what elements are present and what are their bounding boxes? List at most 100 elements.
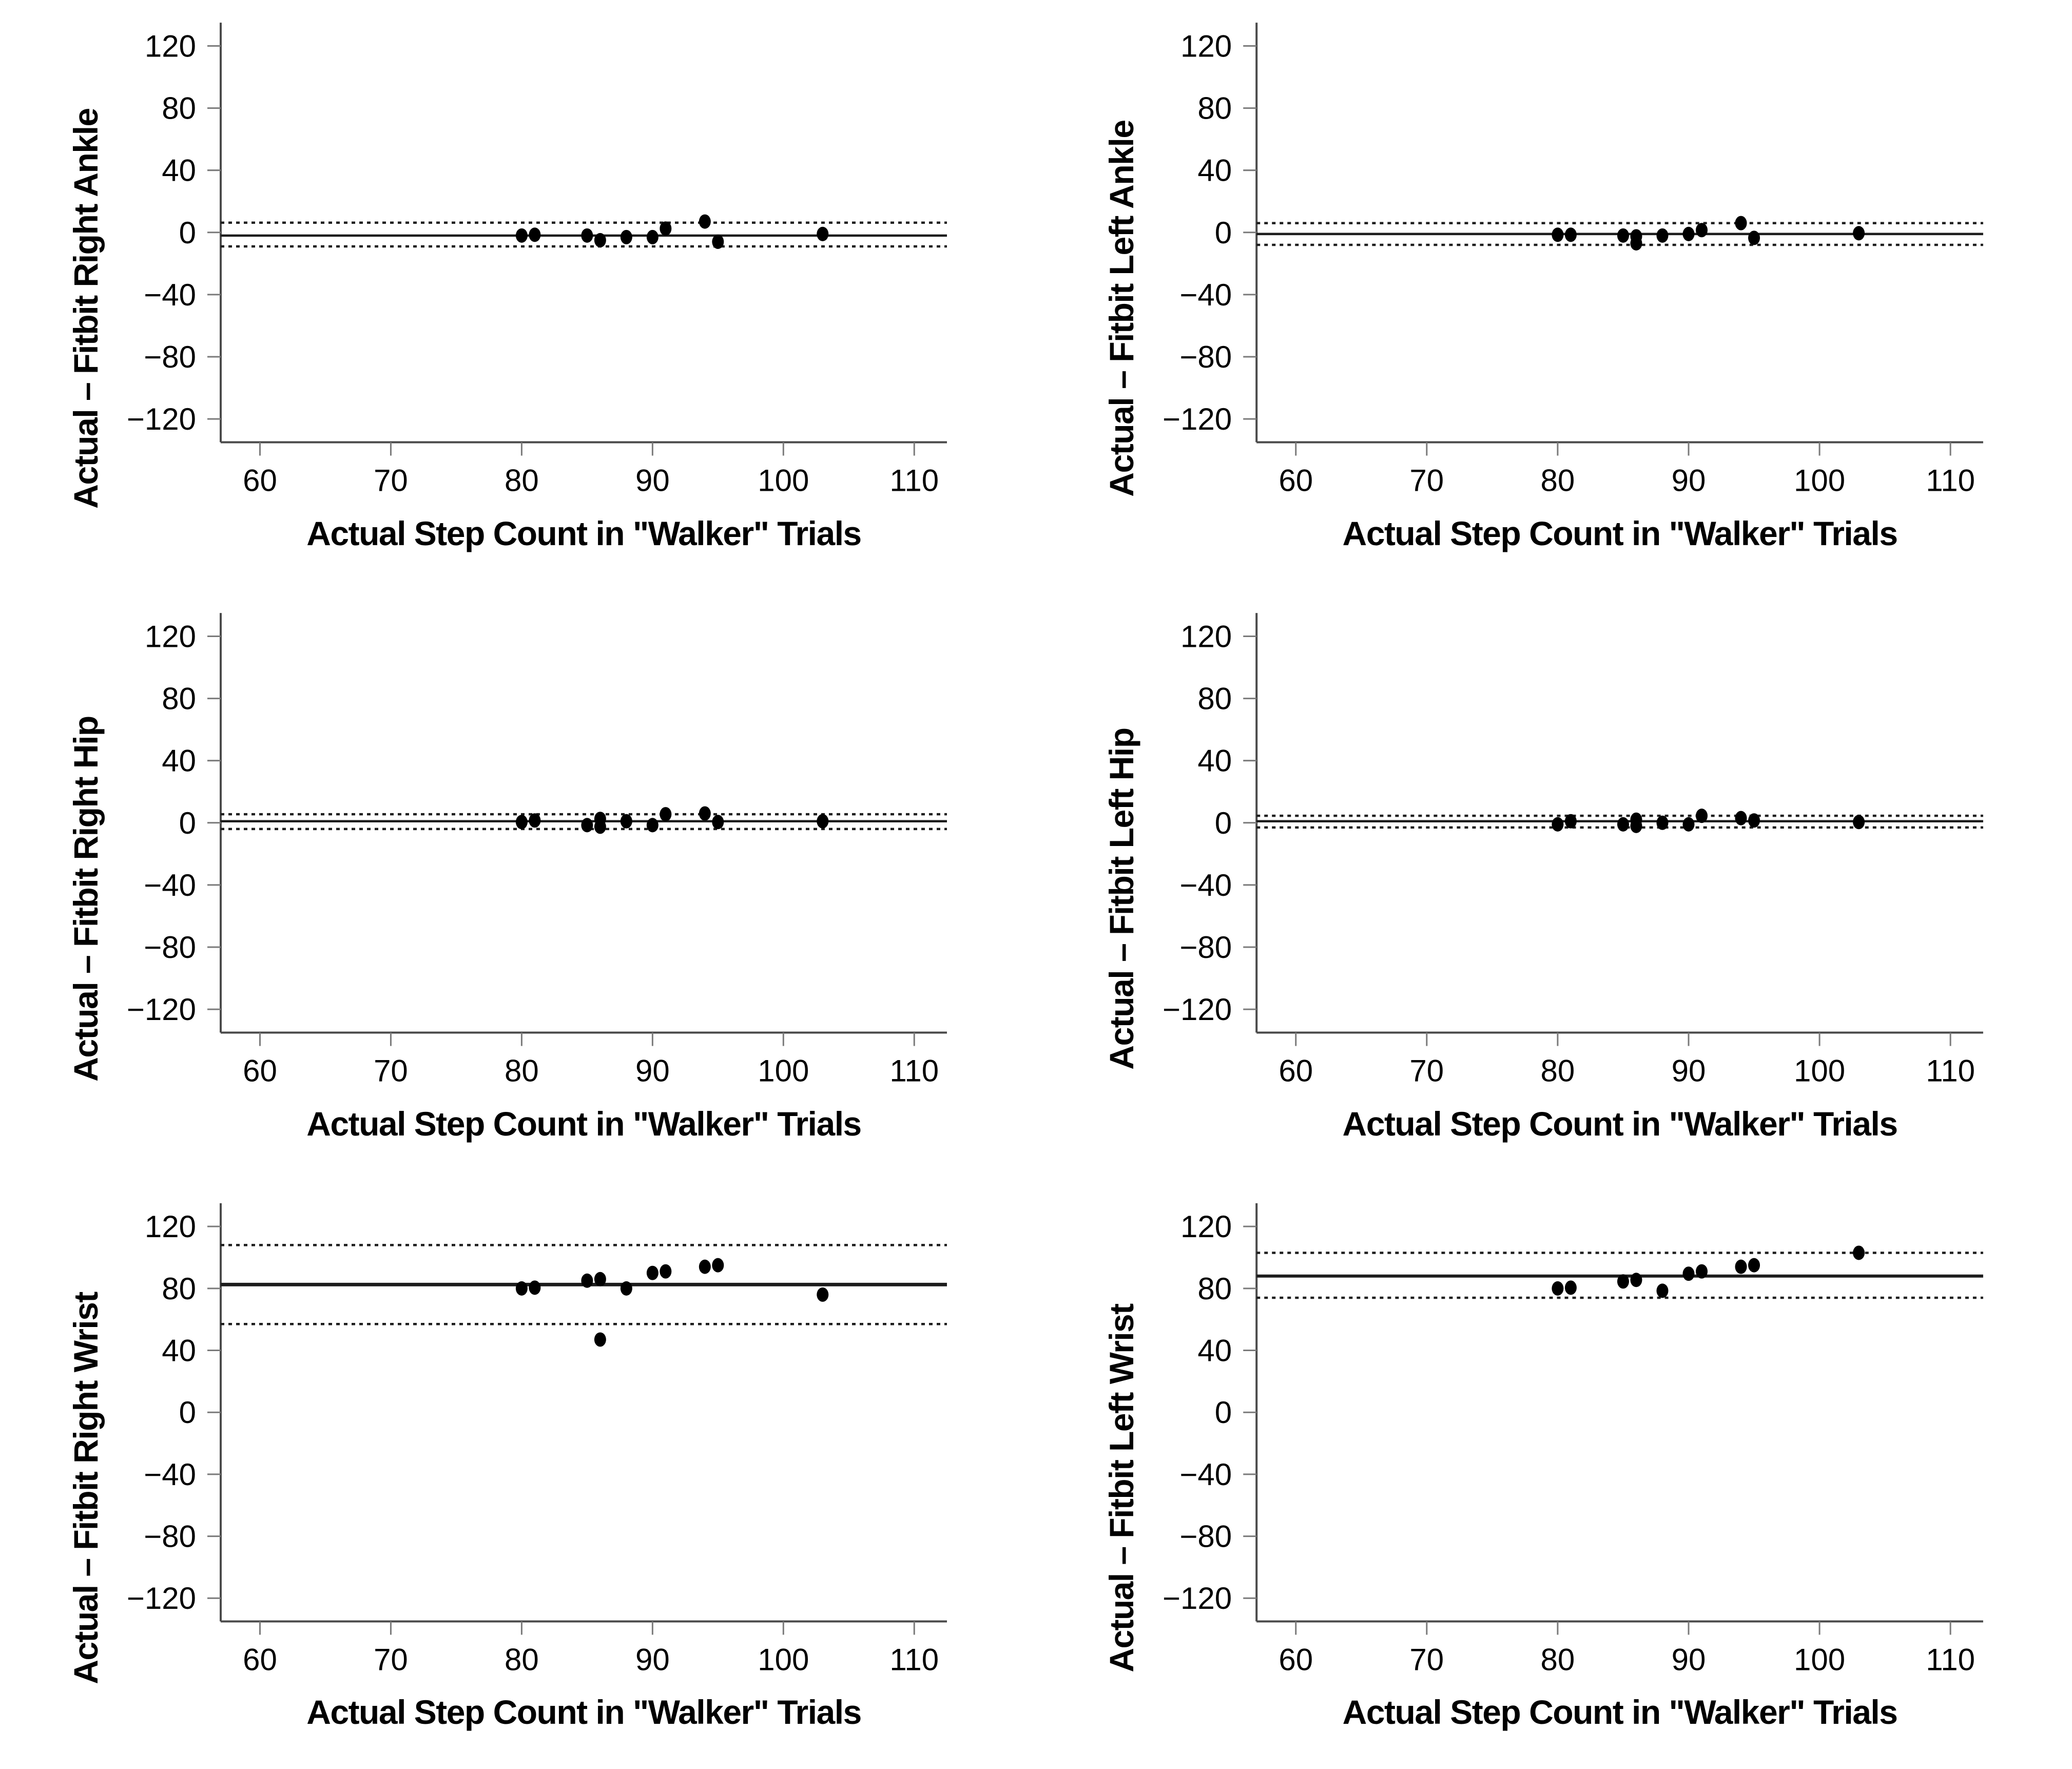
x-tick-label: 100 [758,1054,809,1088]
y-tick-label: 40 [162,1334,196,1368]
data-point [699,1259,711,1274]
y-tick-label: 120 [145,1209,196,1244]
data-point [1630,818,1642,833]
x-tick-label: 110 [1926,1054,1975,1088]
x-tick-label: 70 [374,1054,408,1088]
data-point [1735,1259,1747,1274]
y-tick-label: −120 [127,402,196,436]
y-tick-label: −80 [1179,1520,1232,1554]
y-tick-label: −80 [144,1520,196,1554]
data-point [1630,236,1642,251]
data-point [581,1273,593,1288]
y-tick-label: −40 [144,278,196,312]
x-tick-label: 60 [1279,1642,1313,1677]
x-tick-label: 90 [1672,464,1706,498]
data-point [1564,1280,1577,1295]
y-axis-title: Actual – Fitbit Left Wrist [1102,1303,1140,1672]
x-tick-label: 110 [889,1054,939,1088]
x-tick-label: 90 [635,1054,670,1088]
y-tick-label: 80 [162,91,196,126]
data-point [660,1264,672,1279]
x-tick-label: 100 [1794,1054,1845,1088]
data-point [1735,216,1747,230]
y-tick-label: −120 [1163,992,1232,1027]
y-tick-label: 40 [1197,744,1232,778]
y-tick-label: 80 [162,682,196,716]
data-point [699,806,711,821]
data-point [817,814,829,829]
y-tick-label: 40 [1197,153,1232,188]
y-tick-label: 120 [145,619,196,653]
x-tick-label: 110 [889,1642,939,1677]
data-point [817,1287,829,1302]
right-hip-plot: 120 80 40 0 −40 −80 −120 60 70 80 90 100 110 Actual –… [67,613,947,1143]
data-point [529,227,541,242]
data-point [1617,1274,1629,1289]
y-tick-label: 0 [179,216,196,250]
data-point [1735,811,1747,825]
y-tick-label: 0 [179,806,196,840]
y-tick-label: 80 [1197,1272,1232,1306]
y-tick-label: −120 [127,1581,196,1616]
data-point [620,229,632,244]
x-tick-label: 80 [1541,464,1575,498]
left-hip-plot: 120 80 40 0 −40 −80 −120 60 70 80 90 100 110 Actual –… [1103,613,1983,1143]
data-point [1853,815,1865,830]
data-point [1617,817,1629,832]
data-point [1695,223,1708,238]
y-tick-label: 80 [1197,91,1232,126]
y-tick-label: −40 [144,868,196,902]
data-point [646,1265,659,1280]
y-tick-label: −40 [1179,868,1232,902]
data-point [594,819,606,834]
y-tick-label: −80 [144,930,196,965]
data-point [515,228,528,243]
y-axis-title: Actual – Fitbit Right Ankle [67,108,105,509]
y-tick-label: −80 [1179,340,1232,374]
data-point [1564,227,1577,242]
data-point [594,233,606,247]
data-point [1695,1264,1708,1279]
data-point [660,807,672,822]
y-tick-label: 120 [1180,29,1232,63]
x-tick-label: 110 [1926,1642,1975,1677]
data-point [1682,817,1695,832]
y-tick-label: −80 [1179,930,1232,965]
data-point [620,814,632,829]
data-point [660,221,672,236]
y-tick-label: −120 [1163,1581,1232,1616]
x-tick-label: 60 [1279,1054,1313,1088]
data-point [620,1281,632,1296]
panel-left-wrist: 120 80 40 0 −40 −80 −120 60 70 80 90 100 110 Actual –… [1036,1181,2072,1769]
data-point [581,818,593,833]
right-wrist-plot: 120 80 40 0 −40 −80 −120 60 70 80 90 100 110 Actual –… [67,1203,947,1731]
y-tick-label: 0 [1215,1395,1232,1430]
x-tick-label: 60 [1279,464,1313,498]
y-tick-label: 40 [162,744,196,778]
data-point [1552,817,1564,832]
data-point [1656,815,1669,830]
data-point [1656,1283,1669,1298]
x-tick-label: 100 [1794,1642,1845,1677]
y-axis-title: Actual – Fitbit Left Hip [1103,728,1141,1069]
x-tick-label: 90 [1672,1054,1706,1088]
x-tick-label: 100 [758,464,809,498]
data-point [1564,814,1577,829]
x-tick-label: 110 [889,464,939,498]
x-tick-label: 70 [374,464,408,498]
y-tick-label: 120 [1180,1209,1232,1244]
y-tick-label: 0 [1215,216,1232,250]
x-tick-label: 80 [505,1642,539,1677]
x-axis-title: Actual Step Count in "Walker" Trials [1343,515,1897,553]
y-tick-label: 120 [145,29,196,63]
y-tick-label: 40 [1197,1334,1232,1368]
panel-left-ankle: 120 80 40 0 −40 −80 −120 60 70 80 90 100 110 Actual –… [1036,0,2072,590]
panel-right-ankle: 120 80 40 0 −40 −80 −120 60 70 80 90 100 110 Actual –… [0,0,1036,590]
x-tick-label: 70 [1409,464,1444,498]
data-point [1853,226,1865,241]
left-wrist-plot: 120 80 40 0 −40 −80 −120 60 70 80 90 100 110 Actual –… [1102,1203,1983,1731]
x-tick-label: 80 [1541,1054,1575,1088]
data-point [594,1332,606,1347]
panel-left-hip: 120 80 40 0 −40 −80 −120 60 70 80 90 100 110 Actual –… [1036,590,2072,1181]
